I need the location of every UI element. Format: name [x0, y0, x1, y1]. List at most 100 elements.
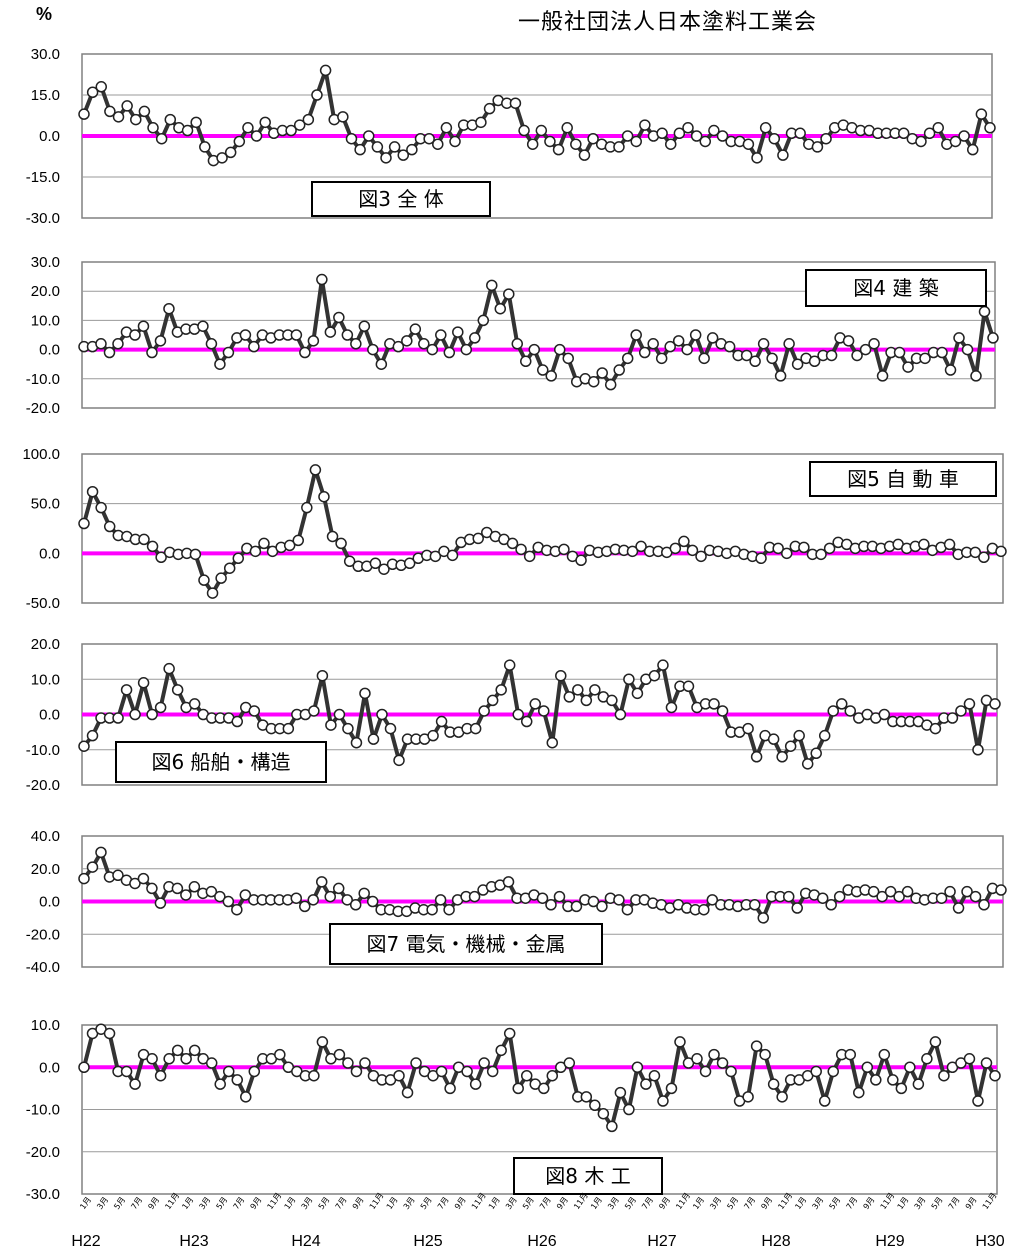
- data-point: [575, 554, 587, 567]
- chart-title-box: [809, 461, 997, 497]
- x-month-label: 1月: [78, 1195, 93, 1211]
- chart-panel: 30.0 15.0 0.0 -15.0 -30.0 図3 全 体: [26, 46, 996, 227]
- data-point: [302, 113, 315, 126]
- data-point: [631, 1061, 644, 1073]
- data-point: [307, 335, 320, 347]
- data-point: [648, 669, 661, 682]
- data-point: [552, 143, 565, 156]
- data-point: [708, 1048, 720, 1061]
- data-point: [214, 1078, 226, 1090]
- data-point: [657, 659, 669, 671]
- data-point: [621, 130, 634, 142]
- data-point: [678, 535, 690, 548]
- chart-panel: 20.0 10.0 0.0 -10.0 -20.0 図6 船舶・構造: [26, 636, 1001, 794]
- x-month-label: 7月: [129, 1195, 144, 1211]
- x-month-label: 1月: [896, 1195, 911, 1211]
- x-month-label: 3月: [606, 1195, 621, 1211]
- data-point: [224, 146, 237, 159]
- y-tick-label: -50.0: [26, 595, 60, 612]
- data-point: [842, 335, 855, 347]
- x-month-label: 3月: [300, 1195, 315, 1211]
- data-point: [120, 684, 133, 696]
- data-point: [283, 539, 296, 552]
- data-point: [393, 1069, 405, 1082]
- data-point: [350, 1065, 363, 1078]
- chart-title-box: [311, 181, 491, 217]
- data-point: [844, 1048, 857, 1061]
- x-month-label: 9月: [862, 1195, 877, 1211]
- data-point: [955, 705, 967, 717]
- data-point: [205, 885, 218, 898]
- data-point: [691, 1053, 703, 1065]
- data-point: [535, 124, 548, 137]
- data-point: [791, 902, 803, 914]
- data-point: [638, 346, 651, 359]
- data-point: [333, 1048, 346, 1061]
- data-point: [989, 698, 1001, 710]
- data-point: [258, 537, 270, 550]
- data-point: [248, 705, 261, 717]
- data-point: [189, 548, 202, 561]
- x-month-label: 7月: [436, 1195, 451, 1211]
- data-point: [963, 1053, 976, 1065]
- data-point: [250, 130, 263, 142]
- data-point: [469, 332, 481, 344]
- data-point: [740, 349, 753, 362]
- data-point: [427, 729, 439, 742]
- data-point: [587, 375, 600, 388]
- data-point: [274, 1048, 286, 1061]
- data-point: [536, 364, 549, 376]
- data-point: [749, 355, 761, 368]
- data-point: [112, 869, 124, 882]
- data-point: [371, 141, 384, 153]
- data-point: [354, 143, 366, 156]
- data-point: [324, 890, 336, 903]
- data-point: [946, 712, 959, 724]
- data-point: [825, 349, 838, 362]
- data-point: [335, 537, 347, 550]
- data-point: [318, 490, 330, 503]
- data-point: [558, 543, 570, 556]
- data-point: [146, 882, 158, 895]
- data-point: [698, 352, 710, 365]
- data-point: [766, 352, 778, 365]
- data-point: [392, 340, 405, 353]
- data-point: [686, 544, 699, 557]
- data-point: [767, 1078, 780, 1090]
- data-point: [716, 130, 729, 142]
- data-point: [239, 889, 252, 901]
- data-point: [776, 751, 788, 763]
- data-point: [432, 138, 444, 150]
- data-point: [825, 899, 837, 911]
- data-point: [299, 346, 311, 359]
- y-tick-label: 20.0: [31, 636, 60, 653]
- data-point: [545, 370, 557, 382]
- data-point: [343, 555, 356, 568]
- data-point: [672, 335, 685, 347]
- data-point: [553, 890, 566, 903]
- x-month-label: 3月: [197, 1195, 212, 1211]
- data-point: [943, 538, 956, 551]
- data-point: [325, 719, 337, 731]
- data-point: [647, 338, 659, 350]
- chart-title: 図7 電気・機械・金属: [366, 932, 565, 956]
- data-point: [171, 1044, 184, 1057]
- data-point: [944, 364, 957, 376]
- y-tick-label: 100.0: [22, 446, 60, 463]
- data-point: [936, 346, 948, 359]
- chart-title-box: [115, 741, 327, 783]
- data-point: [958, 130, 970, 142]
- data-point: [197, 320, 209, 332]
- data-point: [545, 899, 557, 911]
- x-year-label: H22: [71, 1233, 100, 1250]
- data-point: [949, 135, 962, 148]
- data-point: [214, 890, 226, 903]
- data-point: [469, 722, 482, 735]
- x-month-label: 1月: [283, 1195, 298, 1211]
- data-point: [536, 892, 549, 904]
- data-point: [316, 273, 328, 286]
- data-point: [698, 903, 710, 916]
- data-point: [995, 884, 1007, 896]
- data-point: [188, 1044, 201, 1057]
- data-point: [426, 343, 439, 356]
